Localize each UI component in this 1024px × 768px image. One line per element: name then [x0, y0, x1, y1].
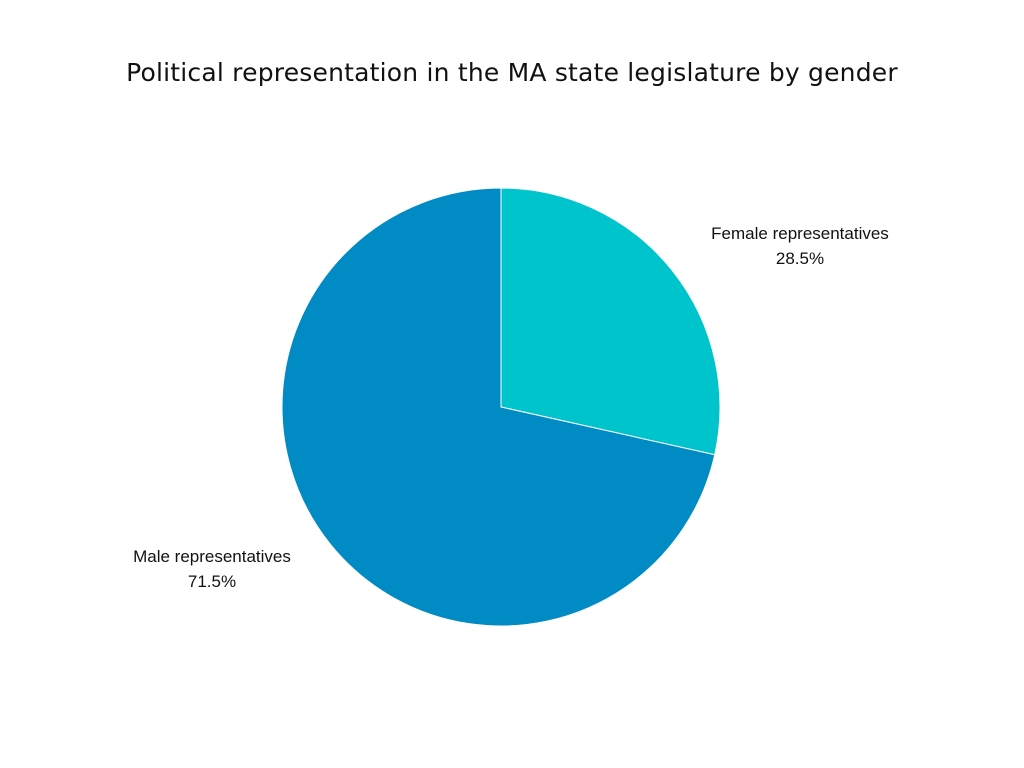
slice-label-female-value: 28.5%: [776, 249, 824, 268]
chart-title: Political representation in the MA state…: [126, 58, 898, 87]
pie-slice-female: [500, 187, 721, 456]
pie-labels: Female representatives 28.5% Male repres…: [133, 224, 889, 591]
slice-label-male-value: 71.5%: [188, 572, 236, 591]
slice-label-male-name: Male representatives: [133, 547, 291, 566]
slice-label-female-name: Female representatives: [711, 224, 889, 243]
pie-slices: [281, 187, 721, 627]
pie-slice-male: [281, 187, 716, 627]
